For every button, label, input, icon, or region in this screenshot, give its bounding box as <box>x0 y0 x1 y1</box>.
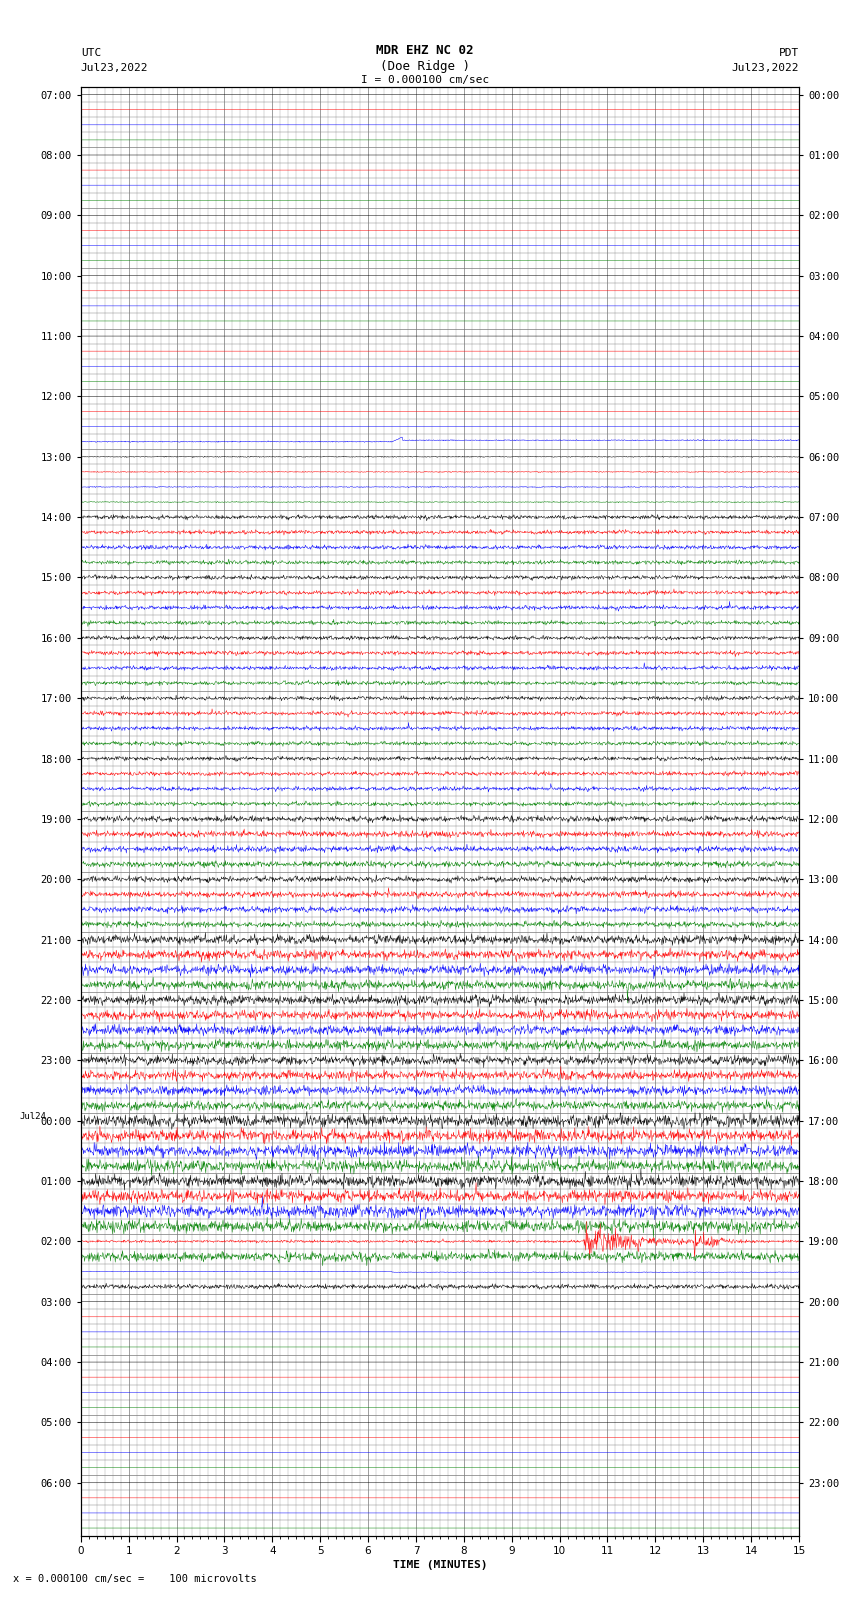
Text: (Doe Ridge ): (Doe Ridge ) <box>380 60 470 73</box>
Text: MDR EHZ NC 02: MDR EHZ NC 02 <box>377 44 473 58</box>
Text: x = 0.000100 cm/sec =    100 microvolts: x = 0.000100 cm/sec = 100 microvolts <box>13 1574 257 1584</box>
Text: I = 0.000100 cm/sec: I = 0.000100 cm/sec <box>361 76 489 85</box>
Text: Jul23,2022: Jul23,2022 <box>732 63 799 73</box>
Text: Jul23,2022: Jul23,2022 <box>81 63 148 73</box>
Text: Jul24: Jul24 <box>20 1111 47 1121</box>
X-axis label: TIME (MINUTES): TIME (MINUTES) <box>393 1560 487 1569</box>
Text: UTC: UTC <box>81 48 101 58</box>
Text: PDT: PDT <box>779 48 799 58</box>
